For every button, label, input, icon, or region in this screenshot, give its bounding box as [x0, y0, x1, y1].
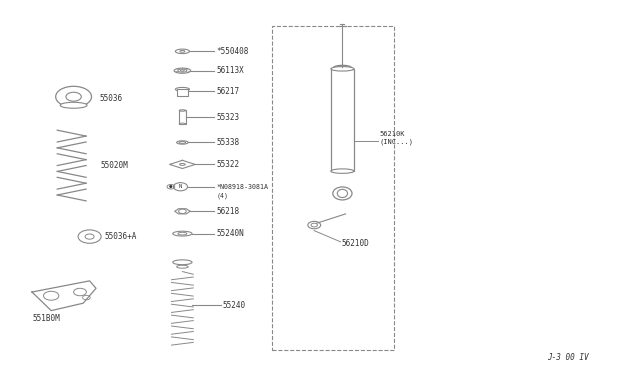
Ellipse shape — [333, 187, 352, 200]
Ellipse shape — [179, 110, 186, 111]
Ellipse shape — [60, 102, 87, 108]
Ellipse shape — [177, 141, 188, 144]
Bar — [177, 89, 188, 96]
Text: *550408: *550408 — [216, 47, 249, 56]
Bar — [331, 69, 354, 171]
Ellipse shape — [179, 164, 186, 165]
Ellipse shape — [180, 70, 184, 71]
Text: (4): (4) — [216, 193, 228, 199]
Bar — [179, 110, 186, 124]
Text: ●: ● — [169, 185, 173, 189]
Text: 56210K
(INC...): 56210K (INC...) — [380, 131, 413, 145]
Text: 55240N: 55240N — [216, 229, 244, 238]
Ellipse shape — [331, 169, 354, 173]
Text: 551B0M: 551B0M — [32, 314, 60, 323]
Text: 55036: 55036 — [99, 94, 122, 103]
Ellipse shape — [174, 68, 191, 73]
Text: 56113X: 56113X — [216, 66, 244, 75]
Text: 55240: 55240 — [223, 301, 246, 310]
Ellipse shape — [175, 49, 189, 54]
Ellipse shape — [179, 142, 186, 144]
Text: 56210D: 56210D — [341, 239, 369, 248]
Ellipse shape — [175, 87, 189, 91]
Ellipse shape — [177, 265, 188, 268]
Text: 55020M: 55020M — [100, 161, 128, 170]
Ellipse shape — [331, 67, 354, 71]
Text: J-3 00 IV: J-3 00 IV — [547, 353, 589, 362]
Text: 55322: 55322 — [216, 160, 239, 169]
Ellipse shape — [179, 123, 186, 125]
Ellipse shape — [173, 260, 192, 265]
Bar — [272, 26, 394, 350]
Text: 55036+A: 55036+A — [105, 232, 138, 241]
Ellipse shape — [178, 232, 187, 235]
Text: 56217: 56217 — [216, 87, 239, 96]
Ellipse shape — [180, 51, 185, 52]
Text: N: N — [179, 184, 182, 189]
Ellipse shape — [337, 66, 348, 69]
Text: 55338: 55338 — [216, 138, 239, 147]
Text: *N08918-3081A: *N08918-3081A — [216, 184, 268, 190]
Ellipse shape — [173, 231, 192, 236]
Text: 56218: 56218 — [216, 207, 239, 216]
Ellipse shape — [333, 65, 351, 70]
Ellipse shape — [178, 69, 187, 72]
Text: 55323: 55323 — [216, 113, 239, 122]
Ellipse shape — [337, 189, 348, 198]
